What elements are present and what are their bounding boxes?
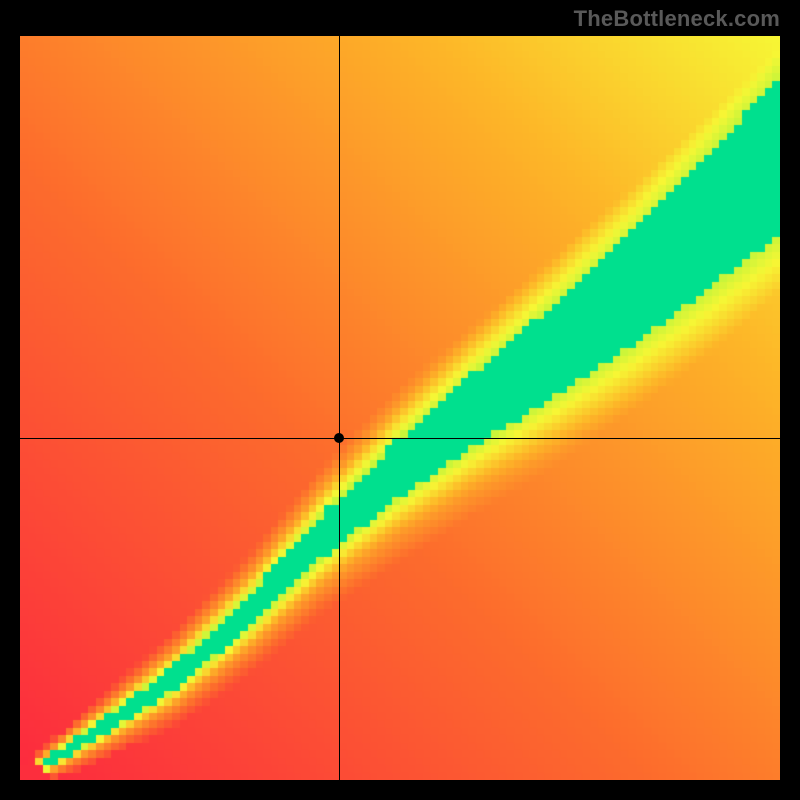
watermark-text: TheBottleneck.com [574,6,780,32]
heatmap-plot [20,36,780,780]
heatmap-canvas [20,36,780,780]
